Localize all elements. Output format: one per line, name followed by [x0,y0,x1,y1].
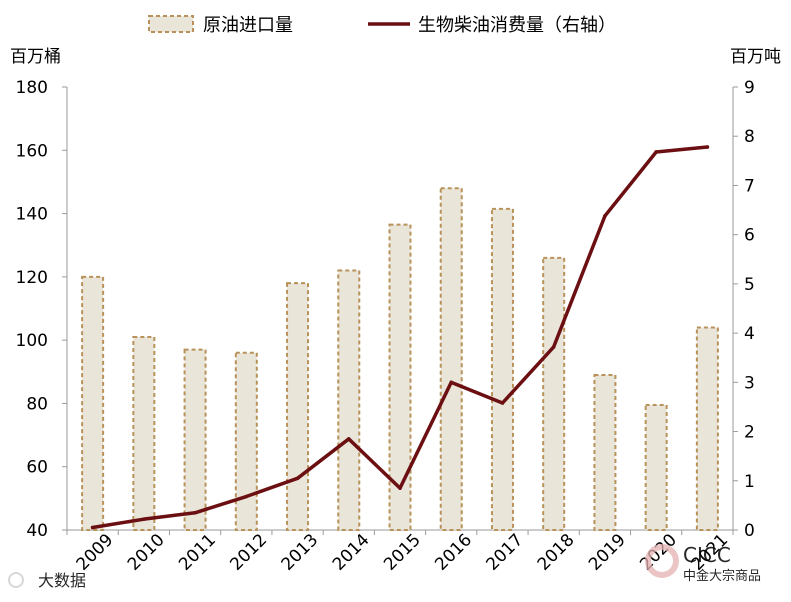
line-point [705,145,710,149]
line-point [193,510,197,515]
x-tick-label: 2013 [278,530,323,575]
x-tick-label: 2014 [329,530,374,575]
watermark-bottom-left: 大数据 [38,571,86,590]
bar [132,335,156,531]
bar [593,373,617,532]
right-tick-label: 2 [744,423,755,443]
right-tick-label: 4 [744,324,755,344]
bar [644,404,668,531]
right-tick-label: 0 [744,521,755,541]
line-point [654,150,658,154]
x-tick-label: 2012 [226,530,271,575]
watermark-cicc: CICC [683,543,731,567]
x-tick-label: 2018 [534,530,579,575]
bar [695,326,719,531]
right-tick-label: 1 [744,472,755,492]
bar [490,207,514,531]
line-point [398,486,402,490]
x-tick-label: 2011 [175,530,220,575]
bar [81,275,105,531]
x-tick-label: 2015 [380,530,425,575]
bar [234,351,258,531]
x-tick-label: 2009 [73,530,118,575]
line-point [551,345,556,349]
line-series [90,145,710,530]
right-tick-label: 9 [744,78,755,98]
left-axis-unit: 百万桶 [10,47,61,67]
bar [286,282,310,531]
left-tick-label: 100 [16,331,48,351]
right-tick-label: 8 [744,127,755,147]
left-tick-label: 60 [26,458,48,478]
right-tick-label: 3 [744,373,755,393]
bar [439,187,463,531]
bar [388,223,412,531]
right-axis-unit: 百万吨 [730,47,781,67]
cicc-logo-icon [645,544,679,578]
bar [337,269,361,531]
left-tick-label: 160 [16,141,48,161]
left-tick-label: 140 [16,205,48,225]
right-tick-label: 5 [744,275,755,295]
line-point [500,401,505,405]
line-point [295,476,300,481]
watermark-cicc-subtitle: 中金大宗商品 [683,568,761,584]
bar-series [81,187,719,532]
left-tick-label: 180 [16,78,48,98]
x-tick-label: 2019 [585,530,630,575]
line-point [244,494,249,499]
bar [542,256,566,531]
line-point [449,380,454,385]
left-tick-label: 40 [26,521,48,541]
legend-line-label: 生物柴油消费量（右轴） [418,15,616,36]
legend: 原油进口量 生物柴油消费量（右轴） [148,15,616,36]
x-tick-label: 2016 [431,530,476,575]
line-point [346,437,351,441]
x-tick-label: 2010 [124,530,169,575]
watermark-logo-icon [8,572,24,588]
legend-bar-swatch [148,15,194,33]
line-point [142,517,146,521]
left-tick-label: 80 [26,394,48,414]
right-tick-label: 7 [744,176,755,196]
right-tick-label: 6 [744,226,755,246]
line-point [90,525,95,530]
left-tick-label: 120 [16,268,48,288]
legend-bar-label: 原油进口量 [203,15,293,36]
line-point [603,214,607,218]
bar [183,348,207,531]
x-tick-label: 2017 [483,530,528,575]
